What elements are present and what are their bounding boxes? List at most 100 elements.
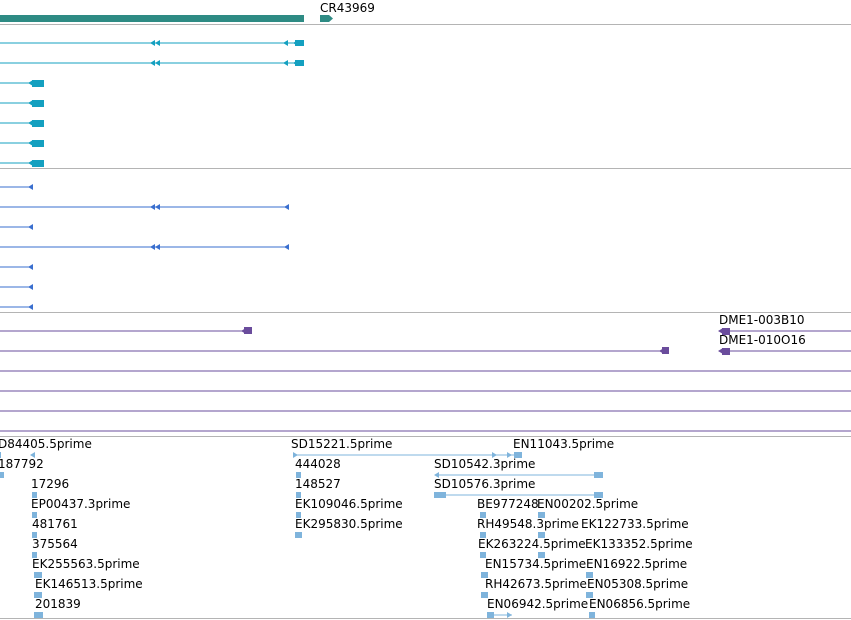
est-feature[interactable] (434, 492, 446, 498)
cdna-exon[interactable] (659, 348, 664, 354)
cdna-exon[interactable] (718, 328, 723, 334)
transcript-exon[interactable] (150, 204, 155, 210)
est-label[interactable]: EK122733.5prime (581, 517, 689, 531)
transcript-exon[interactable] (150, 40, 155, 46)
transcript-exon[interactable] (32, 140, 44, 147)
est-feature[interactable] (30, 452, 35, 458)
transcript-exon[interactable] (150, 60, 155, 66)
transcript-exon[interactable] (293, 60, 298, 66)
est-feature[interactable] (0, 472, 4, 478)
gene-feature[interactable] (0, 15, 304, 22)
est-feature[interactable] (589, 612, 595, 618)
est-feature[interactable] (34, 572, 42, 578)
cdna-exon[interactable] (722, 348, 730, 355)
cdna-label[interactable]: DME1-010O16 (719, 333, 806, 347)
est-label[interactable]: SD10576.3prime (434, 477, 536, 491)
est-label[interactable]: 148527 (295, 477, 341, 491)
est-label[interactable]: EP00437.3prime (31, 497, 131, 511)
cdna-exon[interactable] (244, 327, 252, 334)
transcript-exon[interactable] (284, 204, 289, 210)
est-feature[interactable] (34, 612, 43, 618)
est-label[interactable]: EN15734.5prime (485, 557, 587, 571)
est-feature[interactable] (434, 472, 439, 478)
cdna-exon[interactable] (722, 328, 730, 335)
transcript-exon[interactable] (155, 60, 160, 66)
transcript-exon[interactable] (155, 40, 160, 46)
transcript-exon[interactable] (32, 160, 44, 167)
transcript-exon[interactable] (28, 304, 33, 310)
est-feature[interactable] (538, 512, 545, 518)
transcript-exon[interactable] (283, 60, 288, 66)
est-label[interactable]: SD10542.3prime (434, 457, 536, 471)
est-feature[interactable] (32, 492, 37, 498)
est-feature[interactable] (480, 532, 486, 538)
est-label[interactable]: EN16922.5prime (586, 557, 688, 571)
est-feature[interactable] (507, 612, 512, 618)
transcript-exon[interactable] (28, 284, 33, 290)
est-label[interactable]: D84405.5prime (0, 437, 92, 451)
est-label[interactable]: 444028 (295, 457, 341, 471)
est-feature[interactable] (32, 512, 37, 518)
transcript-exon[interactable] (284, 244, 289, 250)
transcript-exon[interactable] (32, 120, 44, 127)
transcript-exon[interactable] (28, 224, 33, 230)
est-label[interactable]: EN05308.5prime (587, 577, 689, 591)
est-feature[interactable] (293, 452, 298, 458)
cdna-exon[interactable] (718, 348, 723, 354)
est-label[interactable]: EK295830.5prime (295, 517, 403, 531)
est-feature[interactable] (594, 492, 603, 498)
est-label[interactable]: EN06856.5prime (589, 597, 691, 611)
est-feature[interactable] (480, 512, 486, 518)
cdna-label[interactable]: DME1-003B10 (719, 313, 805, 327)
est-label[interactable]: BE977248 (477, 497, 539, 511)
est-label[interactable]: EK263224.5prime (478, 537, 586, 551)
est-feature[interactable] (538, 552, 545, 558)
est-label[interactable]: EK146513.5prime (35, 577, 143, 591)
transcript-exon[interactable] (28, 140, 33, 146)
est-label[interactable]: RH49548.3prime (477, 517, 579, 531)
transcript-exon[interactable] (32, 80, 44, 87)
est-feature[interactable] (492, 452, 497, 458)
est-feature[interactable] (296, 472, 301, 478)
transcript-exon[interactable] (28, 264, 33, 270)
est-label[interactable]: 375564 (32, 537, 78, 551)
est-label[interactable]: EN00202.5prime (537, 497, 639, 511)
cdna-exon[interactable] (241, 328, 246, 334)
cdna-exon[interactable] (662, 347, 669, 354)
est-label[interactable]: EK255563.5prime (32, 557, 140, 571)
gene-feature[interactable] (320, 15, 333, 22)
est-label[interactable]: EK133352.5prime (585, 537, 693, 551)
transcript-exon[interactable] (283, 40, 288, 46)
transcript-exon[interactable] (28, 184, 33, 190)
transcript-exon[interactable] (295, 40, 304, 46)
transcript-exon[interactable] (150, 244, 155, 250)
transcript-exon[interactable] (28, 100, 33, 106)
est-feature[interactable] (514, 452, 522, 458)
transcript-exon[interactable] (28, 160, 33, 166)
est-feature[interactable] (586, 592, 593, 598)
est-feature[interactable] (34, 592, 42, 598)
transcript-exon[interactable] (155, 244, 160, 250)
est-label[interactable]: 481761 (32, 517, 78, 531)
transcript-exon[interactable] (295, 60, 304, 66)
transcript-exon[interactable] (155, 204, 160, 210)
est-label[interactable]: 201839 (35, 597, 81, 611)
est-label[interactable]: EK109046.5prime (295, 497, 403, 511)
est-label[interactable]: EN06942.5prime (487, 597, 589, 611)
est-feature[interactable] (0, 452, 1, 458)
transcript-exon[interactable] (32, 100, 44, 107)
est-feature[interactable] (295, 532, 302, 538)
est-feature[interactable] (507, 452, 512, 458)
est-feature[interactable] (487, 612, 494, 618)
est-feature[interactable] (296, 512, 301, 518)
transcript-exon[interactable] (28, 80, 33, 86)
est-feature[interactable] (32, 532, 37, 538)
transcript-exon[interactable] (293, 40, 298, 46)
est-feature[interactable] (480, 552, 486, 558)
est-feature[interactable] (481, 592, 488, 598)
est-feature[interactable] (296, 492, 301, 498)
est-label[interactable]: EN11043.5prime (513, 437, 615, 451)
est-label[interactable]: SD15221.5prime (291, 437, 393, 451)
est-feature[interactable] (481, 572, 488, 578)
est-label[interactable]: 187792 (0, 457, 44, 471)
